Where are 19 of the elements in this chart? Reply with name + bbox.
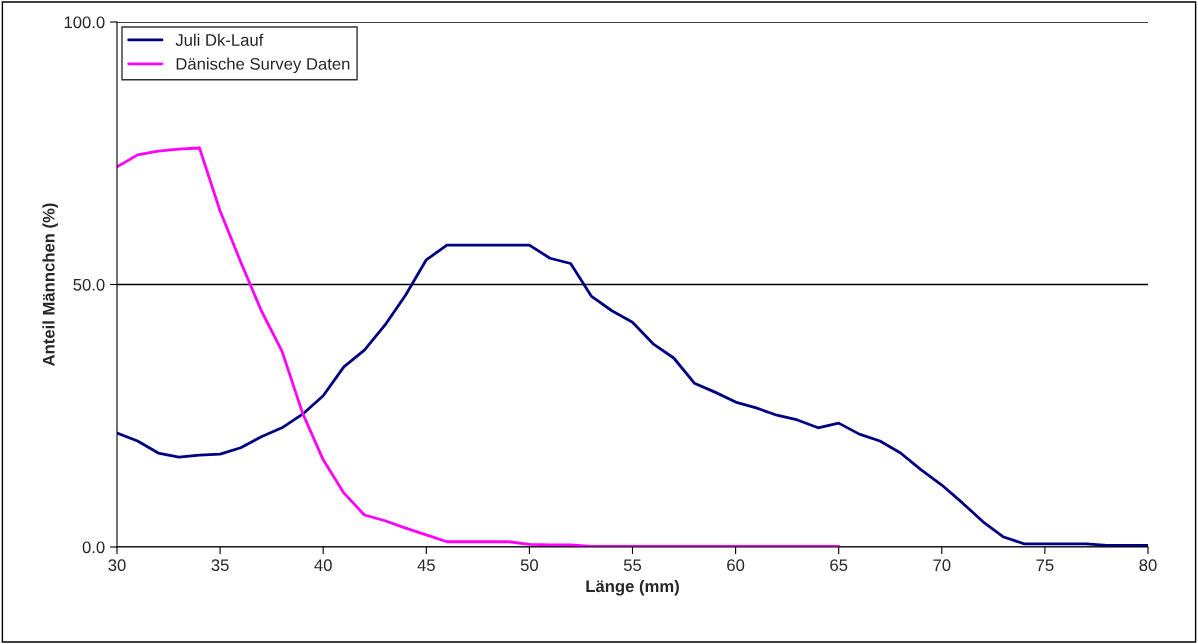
y-tick-label: 50.0 — [73, 278, 105, 291]
x-tick-label: 50 — [520, 559, 539, 572]
x-tick-label: 55 — [623, 559, 642, 572]
x-tick-label: 60 — [727, 559, 745, 572]
x-axis-title: Länge (mm) — [586, 579, 679, 596]
y-axis-title: Anteil Männchen (%) — [42, 203, 58, 367]
legend-label: Dänische Survey Daten — [176, 57, 350, 74]
y-tick-label: 100.0 — [64, 16, 105, 29]
x-tick-label: 75 — [1036, 559, 1054, 572]
x-tick-label: 70 — [933, 559, 951, 572]
x-tick-label: 35 — [211, 559, 229, 572]
x-tick-label: 65 — [830, 559, 848, 572]
x-tick-label: 40 — [314, 559, 332, 572]
legend-label: Juli Dk-Lauf — [175, 33, 264, 46]
y-tick-label: 0.0 — [82, 541, 105, 554]
x-tick-label: 30 — [108, 559, 126, 572]
line-series — [117, 146, 841, 547]
x-tick-label: 80 — [1139, 559, 1157, 572]
x-tick-label: 45 — [417, 559, 435, 572]
